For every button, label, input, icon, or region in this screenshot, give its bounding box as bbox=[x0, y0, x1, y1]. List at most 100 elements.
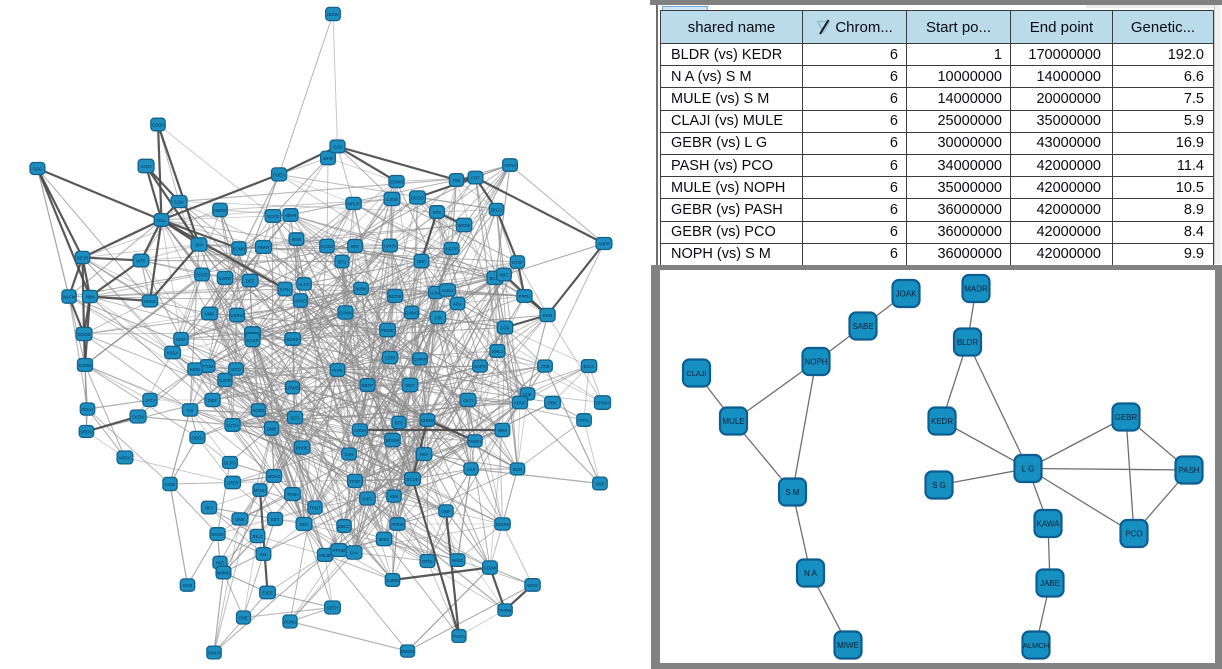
svg-text:EPNM: EPNM bbox=[596, 400, 609, 405]
svg-text:RDAJ: RDAJ bbox=[82, 407, 93, 412]
svg-text:MADR: MADR bbox=[964, 284, 988, 293]
svg-text:KKM: KKM bbox=[543, 313, 553, 318]
svg-text:DLPO: DLPO bbox=[224, 460, 236, 465]
svg-text:ADUF: ADUF bbox=[514, 400, 526, 405]
svg-text:BDTW: BDTW bbox=[389, 294, 403, 299]
svg-text:UTSF: UTSF bbox=[512, 260, 524, 265]
svg-text:HNT: HNT bbox=[216, 560, 225, 565]
svg-text:KBIN: KBIN bbox=[190, 367, 200, 372]
svg-text:DNF: DNF bbox=[417, 259, 426, 264]
svg-text:MEJB: MEJB bbox=[319, 553, 331, 558]
svg-text:BTU: BTU bbox=[338, 259, 347, 264]
svg-text:MTNH: MTNH bbox=[254, 488, 266, 493]
svg-text:EGKP: EGKP bbox=[247, 338, 259, 343]
svg-text:MCKG: MCKG bbox=[268, 474, 282, 479]
svg-text:DEF: DEF bbox=[246, 278, 255, 283]
svg-text:ADA: ADA bbox=[453, 301, 462, 306]
svg-text:TKSH: TKSH bbox=[287, 492, 298, 497]
svg-text:BDSW: BDSW bbox=[386, 438, 400, 443]
svg-text:EEO: EEO bbox=[299, 522, 309, 527]
svg-text:CERI: CERI bbox=[385, 355, 395, 360]
svg-text:SCO: SCO bbox=[290, 415, 300, 420]
svg-text:CAN: CAN bbox=[344, 452, 353, 457]
svg-text:KIFC: KIFC bbox=[363, 496, 373, 501]
svg-text:GJI: GJI bbox=[187, 408, 194, 413]
svg-text:KOSE: KOSE bbox=[321, 244, 333, 249]
svg-text:JOAK: JOAK bbox=[896, 289, 918, 298]
svg-text:SGG: SGG bbox=[33, 166, 43, 171]
svg-text:AKDJ: AKDJ bbox=[141, 164, 152, 169]
svg-text:KAWA: KAWA bbox=[1037, 519, 1061, 528]
svg-text:RBK: RBK bbox=[548, 400, 557, 405]
svg-text:UMK: UMK bbox=[235, 517, 245, 522]
svg-text:TFDF: TFDF bbox=[350, 479, 361, 484]
svg-text:SCFG: SCFG bbox=[267, 214, 280, 219]
svg-text:SETH: SETH bbox=[327, 605, 338, 610]
svg-text:KNLJ: KNLJ bbox=[492, 349, 503, 354]
svg-text:COJW: COJW bbox=[484, 565, 498, 570]
svg-text:PPNM: PPNM bbox=[333, 548, 346, 553]
svg-text:BFO: BFO bbox=[395, 420, 404, 425]
svg-text:BNJJ: BNJJ bbox=[491, 207, 501, 212]
svg-text:OFNJ: OFNJ bbox=[504, 163, 515, 168]
svg-text:BMDG: BMDG bbox=[401, 649, 415, 654]
svg-text:GCO: GCO bbox=[231, 367, 241, 372]
svg-text:DTSL: DTSL bbox=[422, 559, 434, 564]
svg-text:BBTP: BBTP bbox=[362, 383, 373, 388]
svg-text:FGK: FGK bbox=[501, 325, 510, 330]
svg-text:IUTU: IUTU bbox=[280, 287, 290, 292]
svg-text:EOWO: EOWO bbox=[390, 179, 404, 184]
svg-text:MULE: MULE bbox=[722, 417, 744, 426]
svg-text:THPM: THPM bbox=[499, 608, 512, 613]
svg-text:WWC: WWC bbox=[452, 558, 463, 563]
svg-text:UTWO: UTWO bbox=[286, 385, 300, 390]
svg-text:AJOM: AJOM bbox=[354, 428, 366, 433]
svg-text:GEBR: GEBR bbox=[1115, 413, 1138, 422]
svg-text:SRDG: SRDG bbox=[80, 429, 93, 434]
svg-text:DFKE: DFKE bbox=[196, 272, 208, 277]
svg-text:JJR: JJR bbox=[434, 315, 441, 320]
svg-text:GSM: GSM bbox=[183, 583, 193, 588]
svg-text:BJUA: BJUA bbox=[584, 364, 595, 369]
svg-text:HNHT: HNHT bbox=[258, 245, 270, 250]
svg-text:OJGR: OJGR bbox=[219, 378, 231, 383]
svg-text:OUNU: OUNU bbox=[284, 619, 297, 624]
svg-text:N A: N A bbox=[804, 569, 818, 578]
svg-text:BFE: BFE bbox=[351, 244, 359, 249]
svg-text:OFJ: OFJ bbox=[205, 505, 213, 510]
svg-text:OMLH: OMLH bbox=[208, 650, 220, 655]
svg-text:MIWE: MIWE bbox=[837, 641, 859, 650]
svg-text:TMOH: TMOH bbox=[469, 439, 482, 444]
svg-text:MMNS: MMNS bbox=[217, 570, 230, 575]
svg-text:WST: WST bbox=[405, 383, 415, 388]
svg-text:PCO: PCO bbox=[1125, 529, 1142, 538]
svg-text:S M: S M bbox=[785, 488, 800, 497]
svg-text:DCDO: DCDO bbox=[411, 195, 424, 200]
svg-text:ECMR: ECMR bbox=[233, 246, 246, 251]
svg-text:SOBE: SOBE bbox=[253, 408, 265, 413]
svg-text:WLFM: WLFM bbox=[63, 294, 76, 299]
svg-text:IBWI: IBWI bbox=[292, 237, 301, 242]
svg-text:WFDE: WFDE bbox=[458, 223, 471, 228]
svg-text:JABE: JABE bbox=[1040, 579, 1060, 588]
svg-text:UTER: UTER bbox=[227, 480, 239, 485]
svg-text:PPFU: PPFU bbox=[519, 294, 530, 299]
svg-text:UMK: UMK bbox=[205, 311, 215, 316]
svg-text:TPDT: TPDT bbox=[309, 505, 321, 510]
svg-text:AOPP: AOPP bbox=[598, 241, 610, 246]
svg-text:HGTP: HGTP bbox=[446, 246, 458, 251]
svg-text:EDRE: EDRE bbox=[287, 337, 299, 342]
svg-text:IKRN: IKRN bbox=[356, 286, 366, 291]
svg-text:ULEU: ULEU bbox=[442, 288, 453, 293]
svg-text:SHA: SHA bbox=[350, 550, 359, 555]
svg-text:JATJ: JATJ bbox=[145, 398, 154, 403]
svg-text:NGUW: NGUW bbox=[496, 522, 511, 527]
svg-text:PNE: PNE bbox=[239, 615, 248, 620]
svg-text:ALCP: ALCP bbox=[298, 282, 309, 287]
svg-text:ALMCH: ALMCH bbox=[1023, 641, 1049, 650]
svg-text:DMB: DMB bbox=[267, 426, 277, 431]
svg-text:HBN: HBN bbox=[85, 294, 94, 299]
svg-text:CDBH: CDBH bbox=[152, 122, 164, 127]
svg-text:SHMM: SHMM bbox=[421, 418, 435, 423]
svg-text:WOG: WOG bbox=[527, 583, 538, 588]
